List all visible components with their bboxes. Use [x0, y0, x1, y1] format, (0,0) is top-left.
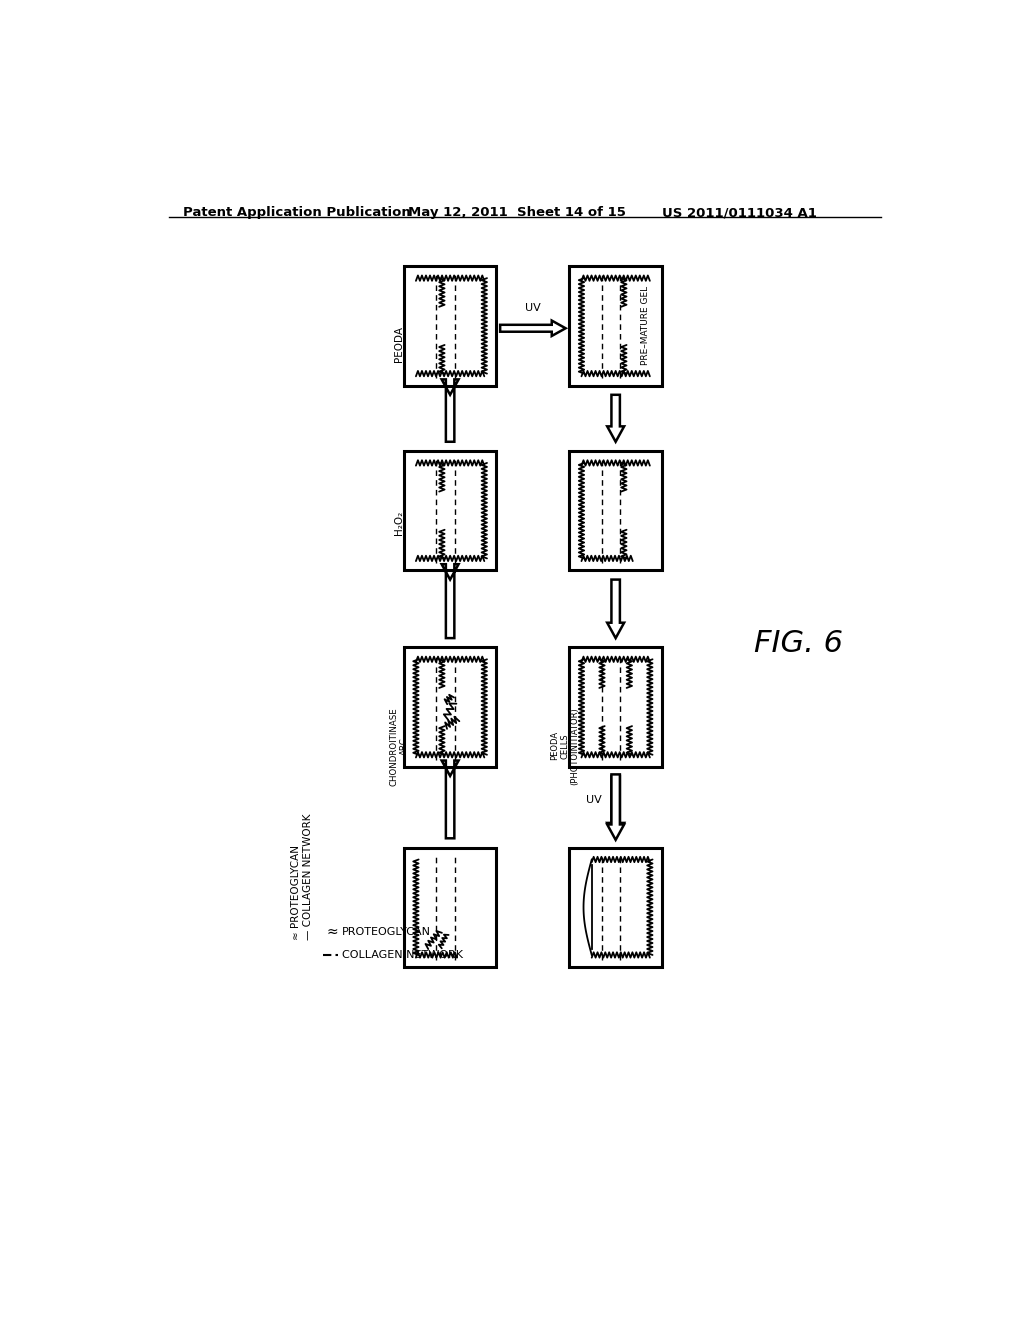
Polygon shape [607, 776, 625, 838]
Text: PEODA
CELLS
(PHOTOINITIATOR): PEODA CELLS (PHOTOINITIATOR) [550, 708, 580, 785]
Bar [569, 647, 662, 767]
Bar [403, 647, 497, 767]
Text: H₂O₂: H₂O₂ [394, 511, 404, 535]
Text: PEODA: PEODA [394, 326, 404, 362]
Polygon shape [441, 760, 459, 838]
Bar [569, 451, 662, 570]
Text: — COLLAGEN NETWORK: — COLLAGEN NETWORK [303, 813, 312, 940]
Polygon shape [441, 564, 459, 638]
Text: PRE–MATURE GEL: PRE–MATURE GEL [641, 286, 650, 366]
Text: FIG. 6: FIG. 6 [755, 630, 843, 657]
Text: ≈ PROTEOGLYCAN: ≈ PROTEOGLYCAN [291, 845, 301, 940]
Text: US 2011/0111034 A1: US 2011/0111034 A1 [662, 206, 817, 219]
Polygon shape [607, 395, 625, 442]
Text: PROTEOGLYCAN: PROTEOGLYCAN [342, 927, 431, 937]
Bar [569, 847, 662, 966]
Polygon shape [441, 379, 459, 442]
Text: ≈: ≈ [327, 925, 339, 940]
Text: UV: UV [586, 795, 602, 805]
Text: UV: UV [525, 302, 541, 313]
Polygon shape [500, 321, 565, 337]
Text: Patent Application Publication: Patent Application Publication [183, 206, 411, 219]
Text: CHONDROITINASE
ABC: CHONDROITINASE ABC [389, 708, 409, 785]
Text: COLLAGEN NETWORK: COLLAGEN NETWORK [342, 950, 463, 961]
Polygon shape [607, 579, 625, 638]
Bar [403, 451, 497, 570]
Bar [569, 267, 662, 385]
Bar [403, 267, 497, 385]
Bar [403, 847, 497, 966]
Text: May 12, 2011  Sheet 14 of 15: May 12, 2011 Sheet 14 of 15 [408, 206, 626, 219]
Polygon shape [607, 775, 625, 840]
